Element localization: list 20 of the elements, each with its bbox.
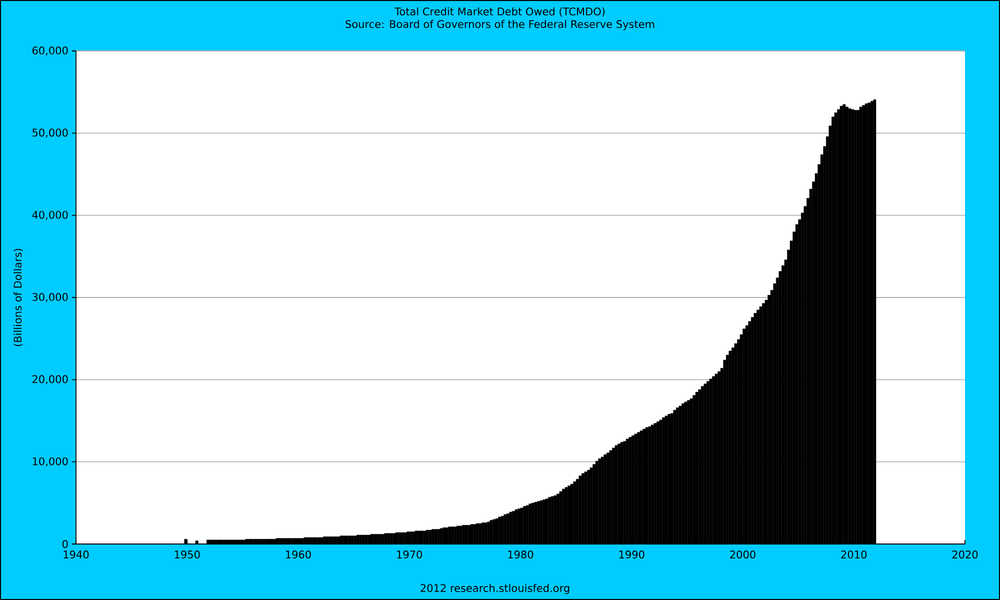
y-tick-label: 10,000 [32,457,68,466]
y-tick-label: 40,000 [32,210,68,220]
y-tick-label: 30,000 [32,292,68,302]
x-tick-label: 1990 [619,550,644,558]
y-tick-label: 0 [62,540,68,548]
x-tick-label: 1970 [397,550,422,558]
x-tick-label: 1950 [174,550,200,558]
x-tick-label: 2000 [730,550,756,558]
x-tick-label: 2010 [841,550,867,558]
chart-title: Total Credit Market Debt Owed (TCMDO) [394,7,605,17]
chart-subtitle: Source: Board of Governors of the Federal Reserve System [346,20,654,30]
x-tick-label: 2020 [952,550,978,558]
y-tick-label: 50,000 [32,128,68,138]
y-axis-title: (Billions of Dollars) [14,248,23,346]
y-tick-label: 20,000 [32,375,68,384]
x-tick-label: 1940 [64,550,89,558]
text: 2012 research.stlouisfed.org [420,584,570,594]
x-tick-label: 1980 [508,550,534,558]
y-tick-label: 60,000 [32,46,68,56]
x-tick-label: 1960 [286,550,311,558]
